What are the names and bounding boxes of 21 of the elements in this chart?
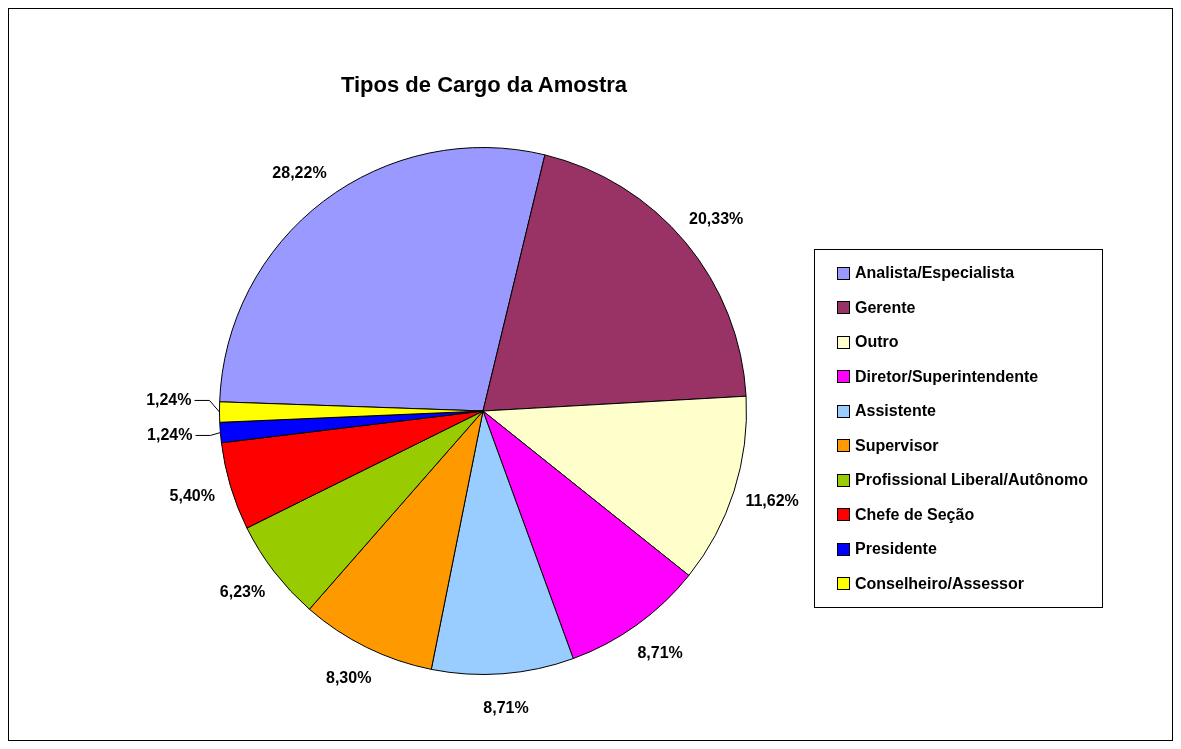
- legend-label: Chefe de Seção: [855, 505, 975, 524]
- legend-label: Profissional Liberal/Autônomo: [855, 471, 1088, 490]
- data-label: 5,40%: [169, 486, 215, 504]
- data-label: 8,71%: [483, 699, 529, 717]
- chart-title: Tipos de Cargo da Amostra: [340, 72, 628, 98]
- legend-label: Presidente: [855, 540, 937, 559]
- legend-label: Assistente: [855, 402, 936, 421]
- data-label: 8,30%: [326, 669, 372, 687]
- data-label: 8,71%: [637, 643, 683, 661]
- data-label: 6,23%: [219, 583, 266, 601]
- legend-label: Supervisor: [855, 436, 939, 455]
- data-label: 1,24%: [147, 425, 193, 443]
- data-label: 1,24%: [146, 390, 192, 408]
- legend-label: Diretor/Superintendente: [855, 367, 1039, 386]
- data-label: 28,22%: [272, 163, 327, 181]
- legend-label: Outro: [855, 333, 899, 352]
- data-label: 11,62%: [745, 492, 799, 510]
- data-label: 20,33%: [688, 210, 744, 228]
- legend-label: Conselheiro/Assessor: [855, 574, 1024, 593]
- legend-label: Analista/Especialista: [855, 264, 1015, 283]
- legend-label: Gerente: [855, 298, 916, 317]
